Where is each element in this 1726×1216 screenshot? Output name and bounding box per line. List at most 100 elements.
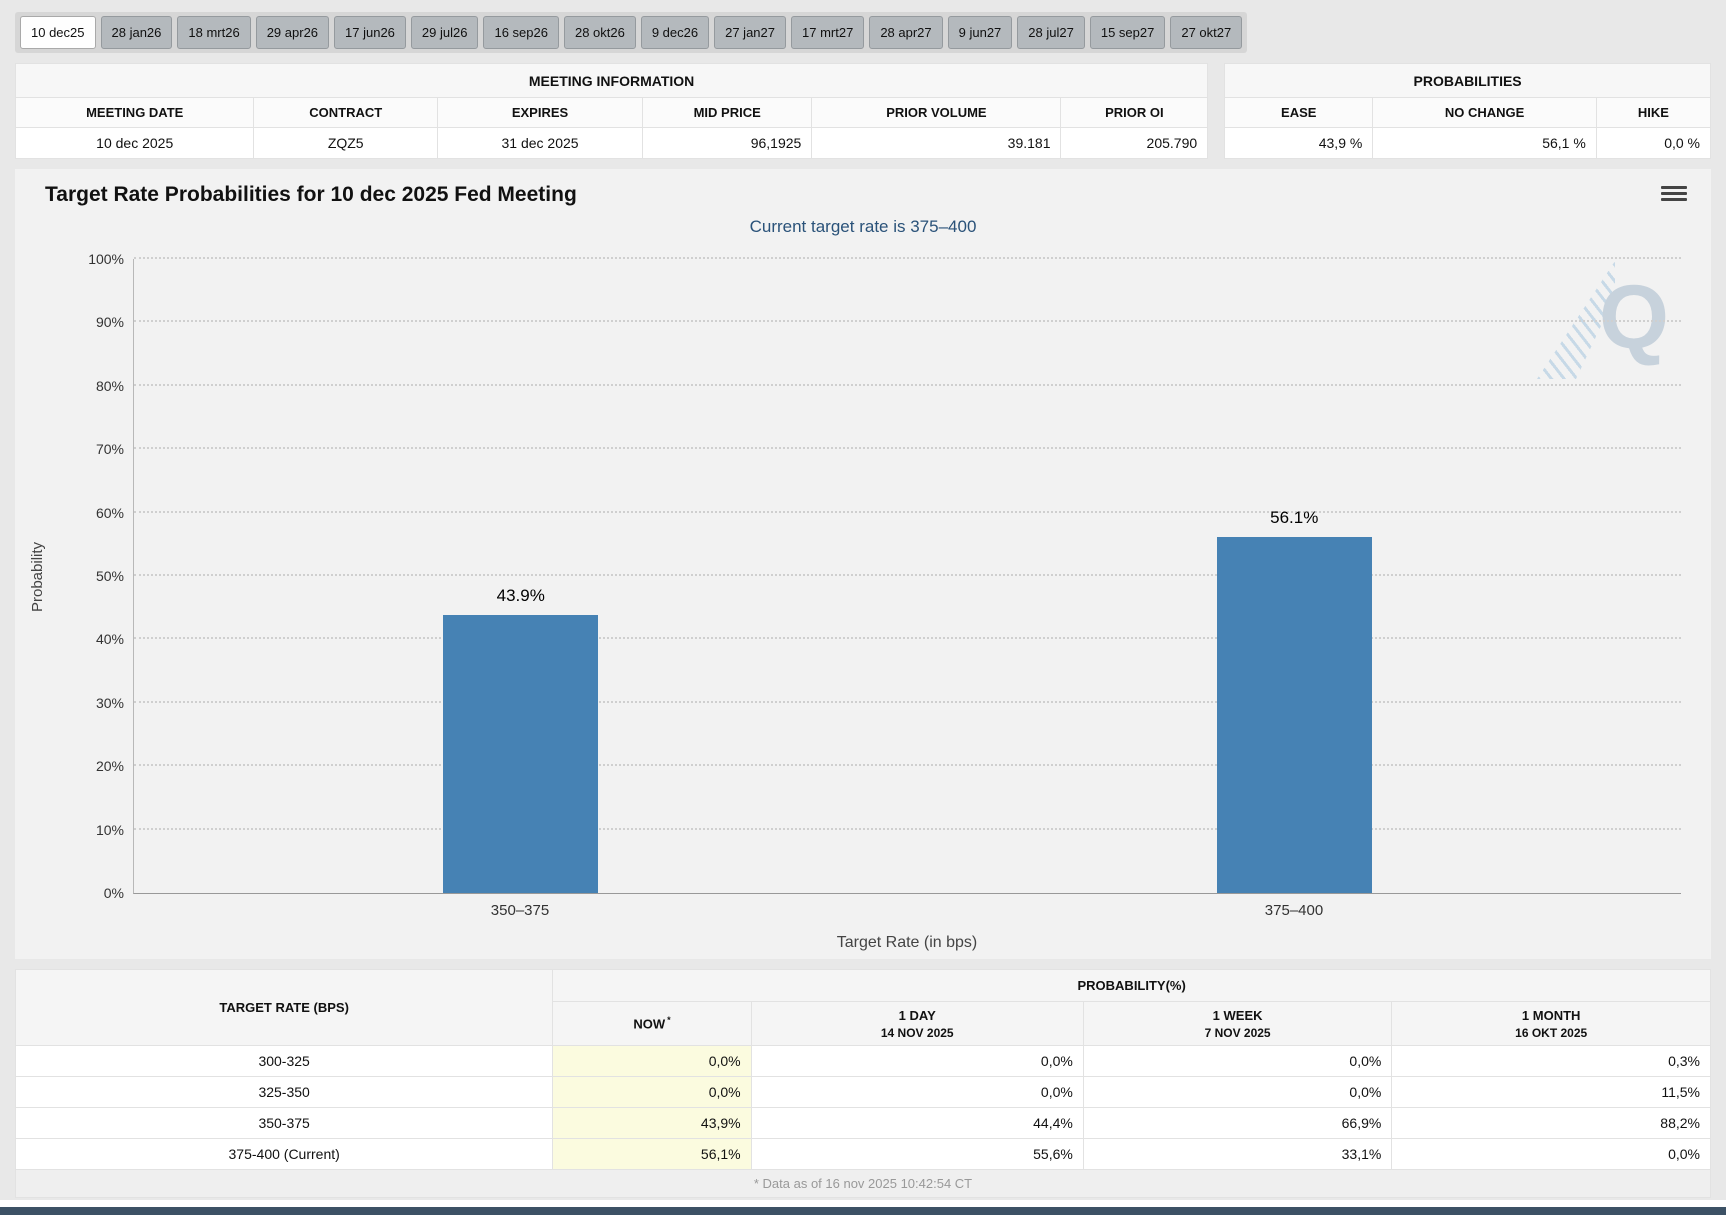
target-rate-bps-header: TARGET RATE (BPS) (14, 969, 554, 1046)
meeting-info-col-1: CONTRACT (253, 97, 438, 128)
prob-col-now: NOW * (552, 1001, 752, 1046)
meeting-info-table: MEETING INFORMATION MEETING DATE CONTRACT… (14, 63, 1209, 159)
y-axis-tick: 70% (95, 441, 124, 458)
meeting-tab-strip: 10 dec25 28 jan26 18 mrt26 29 apr26 17 jun26… (15, 12, 1248, 53)
bar-350–375[interactable] (443, 614, 599, 893)
meeting-tab-17-mrt27[interactable]: 17 mrt27 (791, 16, 865, 49)
x-axis-labels: 350–375 375–400 (133, 902, 1681, 922)
prob-value: 0,0% (750, 1045, 1084, 1077)
data-as-of-footnote: * Data as of 16 nov 2025 10:42:54 CT (15, 1170, 1711, 1198)
probability-group-header-row: TARGET RATE (BPS) PROBABILITY(%) (14, 969, 1711, 1046)
gridline (134, 257, 1681, 259)
y-axis-tick: 30% (95, 694, 124, 711)
probabilities-title: PROBABILITIES (1224, 63, 1711, 98)
prob-value: 43,9% (552, 1107, 752, 1139)
probability-value-2: 0,0 % (1595, 127, 1712, 159)
bar-value-label: 56.1% (1270, 508, 1319, 528)
target-rate-label: 350-375 (14, 1107, 554, 1139)
prob-col-1-week: 1 WEEK 7 NOV 2025 (1082, 1001, 1393, 1046)
y-axis-tick: 0% (103, 885, 124, 901)
gridline (134, 574, 1681, 576)
meeting-info-value-5: 205.790 (1060, 127, 1209, 159)
prob-table-row: 375-400 (Current) 56,1% 55,6% 33,1% 0,0% (14, 1138, 1711, 1170)
prob-value: 0,0% (1082, 1076, 1393, 1108)
footer-bar (0, 1207, 1726, 1215)
prob-col-1-month: 1 MONTH 16 OKT 2025 (1391, 1001, 1711, 1046)
watermark-q-letter: Q (1598, 268, 1669, 368)
meeting-tab-15-sep27[interactable]: 15 sep27 (1089, 16, 1166, 49)
y-axis-tick: 60% (95, 504, 124, 521)
meeting-info-value-1: ZQZ5 (253, 127, 438, 159)
probability-detail-table: TARGET RATE (BPS) PROBABILITY(%) NOW * 1 D… (14, 969, 1711, 1170)
probability-value-0: 43,9 % (1224, 127, 1374, 159)
meeting-tab-27-okt27[interactable]: 27 okt27 (1170, 16, 1243, 49)
meeting-tab-16-sep26[interactable]: 16 sep26 (483, 16, 559, 49)
chart-title: Target Rate Probabilities for 10 dec 202… (45, 183, 577, 206)
meeting-info-header-row: MEETING DATE CONTRACT EXPIRES MID PRICE PRIO… (14, 97, 1209, 128)
meeting-tab-28-jul27[interactable]: 28 jul27 (1017, 16, 1085, 49)
meeting-tab-18-mrt26[interactable]: 18 mrt26 (177, 16, 251, 49)
meeting-tab-10-dec25[interactable]: 10 dec25 (20, 16, 96, 49)
prob-value: 33,1% (1082, 1138, 1393, 1170)
probabilities-data-row: 43,9 % 56,1 % 0,0 % (1224, 127, 1712, 159)
probability-detail-section: TARGET RATE (BPS) PROBABILITY(%) NOW * 1 D… (14, 969, 1711, 1198)
x-axis-tick: 350–375 (490, 902, 550, 919)
meeting-info-col-2: EXPIRES (436, 97, 644, 128)
chart-header: Target Rate Probabilities for 10 dec 202… (33, 183, 1693, 217)
meeting-tab-29-jul26[interactable]: 29 jul26 (410, 16, 479, 49)
meeting-info-col-3: MID PRICE (642, 97, 813, 128)
gridline (134, 320, 1681, 323)
prob-value: 88,2% (1391, 1107, 1711, 1139)
y-axis-tick: 80% (95, 377, 124, 394)
prob-value: 0,0% (1082, 1045, 1393, 1077)
prob-value: 56,1% (552, 1138, 752, 1170)
meeting-tab-28-jan26[interactable]: 28 jan26 (100, 16, 173, 49)
y-axis-tick: 50% (95, 568, 124, 584)
top-tables: MEETING INFORMATION MEETING DATE CONTRACT… (14, 63, 1712, 159)
chart-panel: Target Rate Probabilities for 10 dec 202… (15, 169, 1711, 959)
target-rate-label: 325-350 (14, 1076, 554, 1108)
prob-value: 66,9% (1082, 1107, 1393, 1139)
y-axis-tick: 10% (95, 821, 124, 838)
prob-table-row: 325-350 0,0% 0,0% 0,0% 11,5% (14, 1076, 1711, 1108)
target-rate-label: 375-400 (Current) (14, 1138, 554, 1170)
target-rate-label: 300-325 (14, 1045, 554, 1077)
watermark-logo: Q (1537, 261, 1671, 380)
meeting-tab-28-okt26[interactable]: 28 okt26 (563, 16, 636, 49)
y-axis-tick: 90% (95, 314, 124, 331)
meeting-info-col-5: PRIOR OI (1060, 97, 1209, 128)
probability-col-0: EASE (1224, 97, 1374, 128)
meeting-info-data-row: 10 dec 2025 ZQZ5 31 dec 2025 96,1925 39.181 2… (14, 127, 1209, 159)
prob-value: 0,0% (552, 1076, 752, 1108)
meeting-tab-29-apr26[interactable]: 29 apr26 (255, 16, 330, 49)
meeting-info-value-2: 31 dec 2025 (436, 127, 644, 159)
meeting-info-col-4: PRIOR VOLUME (811, 97, 1062, 128)
bar-375–400[interactable] (1216, 537, 1372, 893)
gridline (134, 447, 1681, 450)
meeting-info-col-0: MEETING DATE (14, 97, 255, 128)
probability-col-1: NO CHANGE (1372, 97, 1597, 128)
chart-plot-area: Q 0% 10% 20% 30% 40% 50% 60% 70% 80% 90% 100% 43.9%… (88, 251, 1681, 901)
prob-value: 44,4% (750, 1107, 1084, 1139)
x-axis-title: Target Rate (in bps) (836, 934, 978, 951)
bar-value-label: 43.9% (496, 585, 545, 605)
probability-group-header: PROBABILITY(%) (552, 969, 1711, 1002)
chart-subtitle: Current target rate is 375–400 (749, 217, 977, 236)
prob-value: 0,0% (1391, 1138, 1711, 1170)
prob-col-1-day: 1 DAY 14 NOV 2025 (750, 1001, 1084, 1046)
meeting-tab-9-dec26[interactable]: 9 dec26 (640, 16, 710, 49)
meeting-tab-27-jan27[interactable]: 27 jan27 (714, 16, 786, 49)
prob-value: 0,3% (1391, 1045, 1711, 1077)
meeting-tab-28-apr27[interactable]: 28 apr27 (869, 16, 943, 49)
prob-table-row: 300-325 0,0% 0,0% 0,0% 0,3% (14, 1045, 1711, 1077)
gridline (134, 637, 1681, 640)
y-axis-tick: 100% (88, 251, 124, 267)
gridline (134, 383, 1681, 386)
meeting-tab-17-jun26[interactable]: 17 jun26 (334, 16, 406, 49)
meeting-tab-9-jun27[interactable]: 9 jun27 (947, 16, 1013, 49)
gridline (134, 700, 1681, 703)
probability-col-2: HIKE (1595, 97, 1712, 128)
y-axis-title: Probability (29, 541, 46, 612)
chart-menu-icon[interactable] (1661, 186, 1687, 208)
